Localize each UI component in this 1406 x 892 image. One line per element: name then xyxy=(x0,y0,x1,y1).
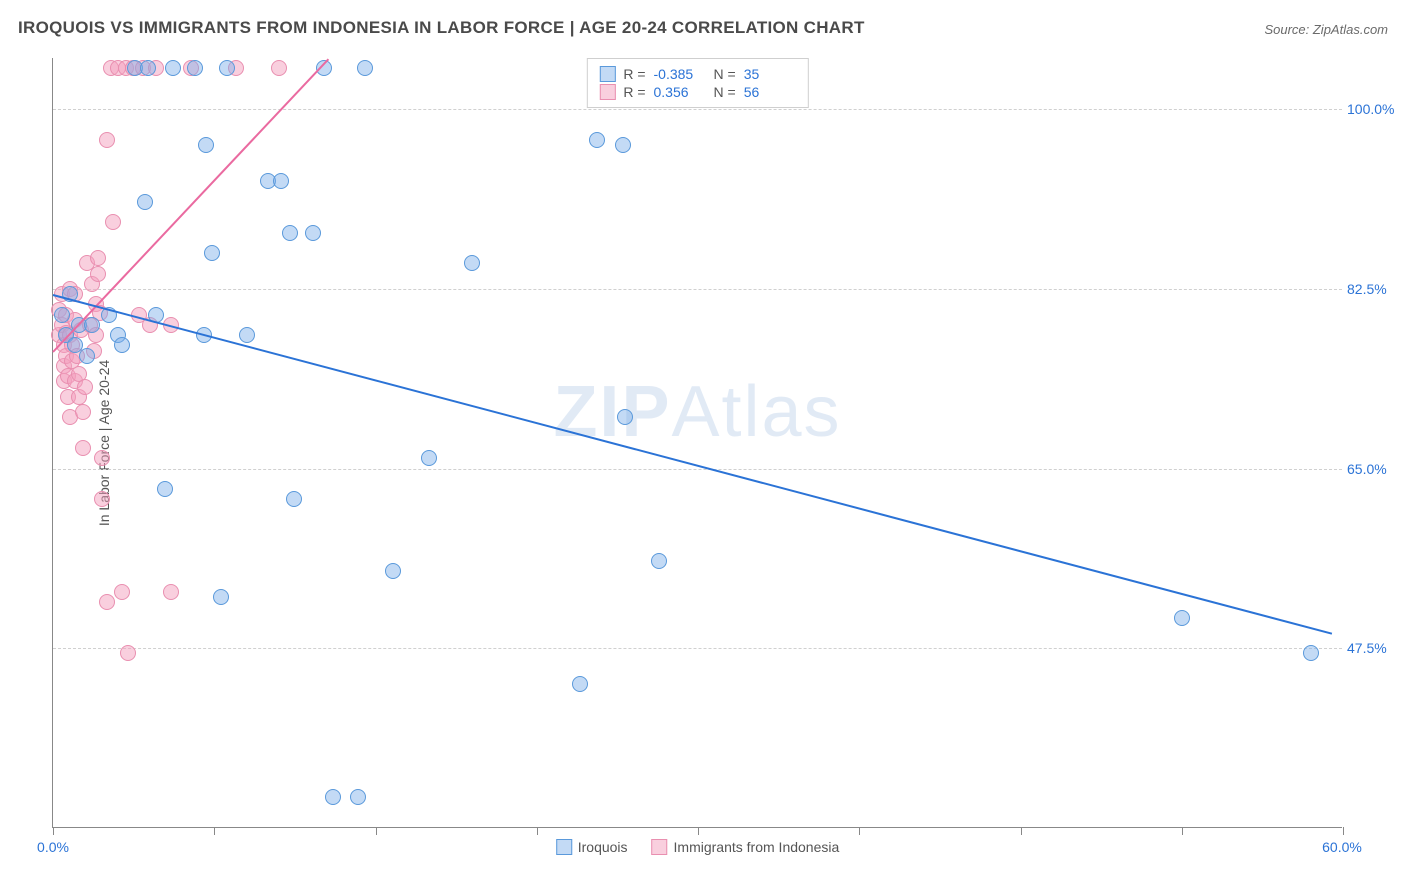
x-tick xyxy=(1343,827,1344,835)
data-point-iroquois xyxy=(325,789,341,805)
data-point-indonesia xyxy=(114,584,130,600)
gridline-horizontal xyxy=(53,109,1342,110)
data-point-iroquois xyxy=(187,60,203,76)
x-axis-min-label: 0.0% xyxy=(37,839,69,855)
watermark-bold: ZIP xyxy=(553,372,671,452)
x-tick xyxy=(376,827,377,835)
x-tick xyxy=(1021,827,1022,835)
data-point-indonesia xyxy=(271,60,287,76)
n-value-indonesia: 56 xyxy=(744,84,796,100)
data-point-iroquois xyxy=(282,225,298,241)
legend-row-iroquois: R = -0.385 N = 35 xyxy=(599,65,795,83)
data-point-iroquois xyxy=(140,60,156,76)
legend-item-indonesia: Immigrants from Indonesia xyxy=(652,839,840,855)
data-point-indonesia xyxy=(94,450,110,466)
legend-row-indonesia: R = 0.356 N = 56 xyxy=(599,83,795,101)
r-label: R = xyxy=(623,66,645,82)
data-point-iroquois xyxy=(114,337,130,353)
data-point-indonesia xyxy=(90,266,106,282)
data-point-indonesia xyxy=(120,645,136,661)
x-axis-max-label: 60.0% xyxy=(1322,839,1362,855)
data-point-iroquois xyxy=(79,348,95,364)
r-value-iroquois: -0.385 xyxy=(654,66,706,82)
gridline-horizontal xyxy=(53,289,1342,290)
trend-line-indonesia xyxy=(52,58,329,352)
chart-container: IROQUOIS VS IMMIGRANTS FROM INDONESIA IN… xyxy=(0,0,1406,892)
data-point-iroquois xyxy=(286,491,302,507)
data-point-iroquois xyxy=(1174,610,1190,626)
data-point-iroquois xyxy=(385,563,401,579)
data-point-iroquois xyxy=(589,132,605,148)
data-point-iroquois xyxy=(305,225,321,241)
source-attribution: Source: ZipAtlas.com xyxy=(1264,22,1388,37)
trend-line-iroquois xyxy=(53,294,1333,635)
data-point-indonesia xyxy=(75,404,91,420)
n-label: N = xyxy=(714,66,736,82)
watermark-thin: Atlas xyxy=(671,372,841,452)
swatch-indonesia xyxy=(652,839,668,855)
swatch-iroquois xyxy=(599,66,615,82)
x-tick xyxy=(214,827,215,835)
data-point-iroquois xyxy=(239,327,255,343)
swatch-indonesia xyxy=(599,84,615,100)
series-legend: Iroquois Immigrants from Indonesia xyxy=(556,839,840,855)
data-point-iroquois xyxy=(84,317,100,333)
n-label: N = xyxy=(714,84,736,100)
data-point-iroquois xyxy=(198,137,214,153)
y-tick-label: 82.5% xyxy=(1347,281,1402,297)
swatch-iroquois xyxy=(556,839,572,855)
gridline-horizontal xyxy=(53,648,1342,649)
data-point-indonesia xyxy=(77,379,93,395)
legend-label-iroquois: Iroquois xyxy=(578,839,628,855)
data-point-iroquois xyxy=(421,450,437,466)
data-point-indonesia xyxy=(94,491,110,507)
correlation-legend: R = -0.385 N = 35 R = 0.356 N = 56 xyxy=(586,58,808,108)
data-point-iroquois xyxy=(615,137,631,153)
data-point-iroquois xyxy=(464,255,480,271)
legend-item-iroquois: Iroquois xyxy=(556,839,628,855)
data-point-iroquois xyxy=(651,553,667,569)
data-point-iroquois xyxy=(350,789,366,805)
n-value-iroquois: 35 xyxy=(744,66,796,82)
data-point-iroquois xyxy=(137,194,153,210)
data-point-indonesia xyxy=(90,250,106,266)
data-point-iroquois xyxy=(357,60,373,76)
y-tick-label: 47.5% xyxy=(1347,640,1402,656)
data-point-indonesia xyxy=(99,594,115,610)
data-point-iroquois xyxy=(165,60,181,76)
data-point-indonesia xyxy=(99,132,115,148)
data-point-indonesia xyxy=(105,214,121,230)
data-point-indonesia xyxy=(163,584,179,600)
legend-label-indonesia: Immigrants from Indonesia xyxy=(674,839,840,855)
r-value-indonesia: 0.356 xyxy=(654,84,706,100)
plot-area: In Labor Force | Age 20-24 ZIPAtlas R = … xyxy=(52,58,1342,828)
data-point-iroquois xyxy=(213,589,229,605)
data-point-iroquois xyxy=(54,307,70,323)
data-point-iroquois xyxy=(1303,645,1319,661)
data-point-iroquois xyxy=(572,676,588,692)
gridline-horizontal xyxy=(53,469,1342,470)
data-point-indonesia xyxy=(75,440,91,456)
chart-title: IROQUOIS VS IMMIGRANTS FROM INDONESIA IN… xyxy=(18,18,865,38)
data-point-iroquois xyxy=(204,245,220,261)
data-point-iroquois xyxy=(219,60,235,76)
x-tick xyxy=(537,827,538,835)
data-point-iroquois xyxy=(273,173,289,189)
r-label: R = xyxy=(623,84,645,100)
x-tick xyxy=(698,827,699,835)
y-tick-label: 65.0% xyxy=(1347,461,1402,477)
x-tick xyxy=(1182,827,1183,835)
data-point-iroquois xyxy=(617,409,633,425)
x-tick xyxy=(53,827,54,835)
watermark: ZIPAtlas xyxy=(553,371,841,453)
data-point-iroquois xyxy=(157,481,173,497)
y-tick-label: 100.0% xyxy=(1347,101,1402,117)
x-tick xyxy=(859,827,860,835)
